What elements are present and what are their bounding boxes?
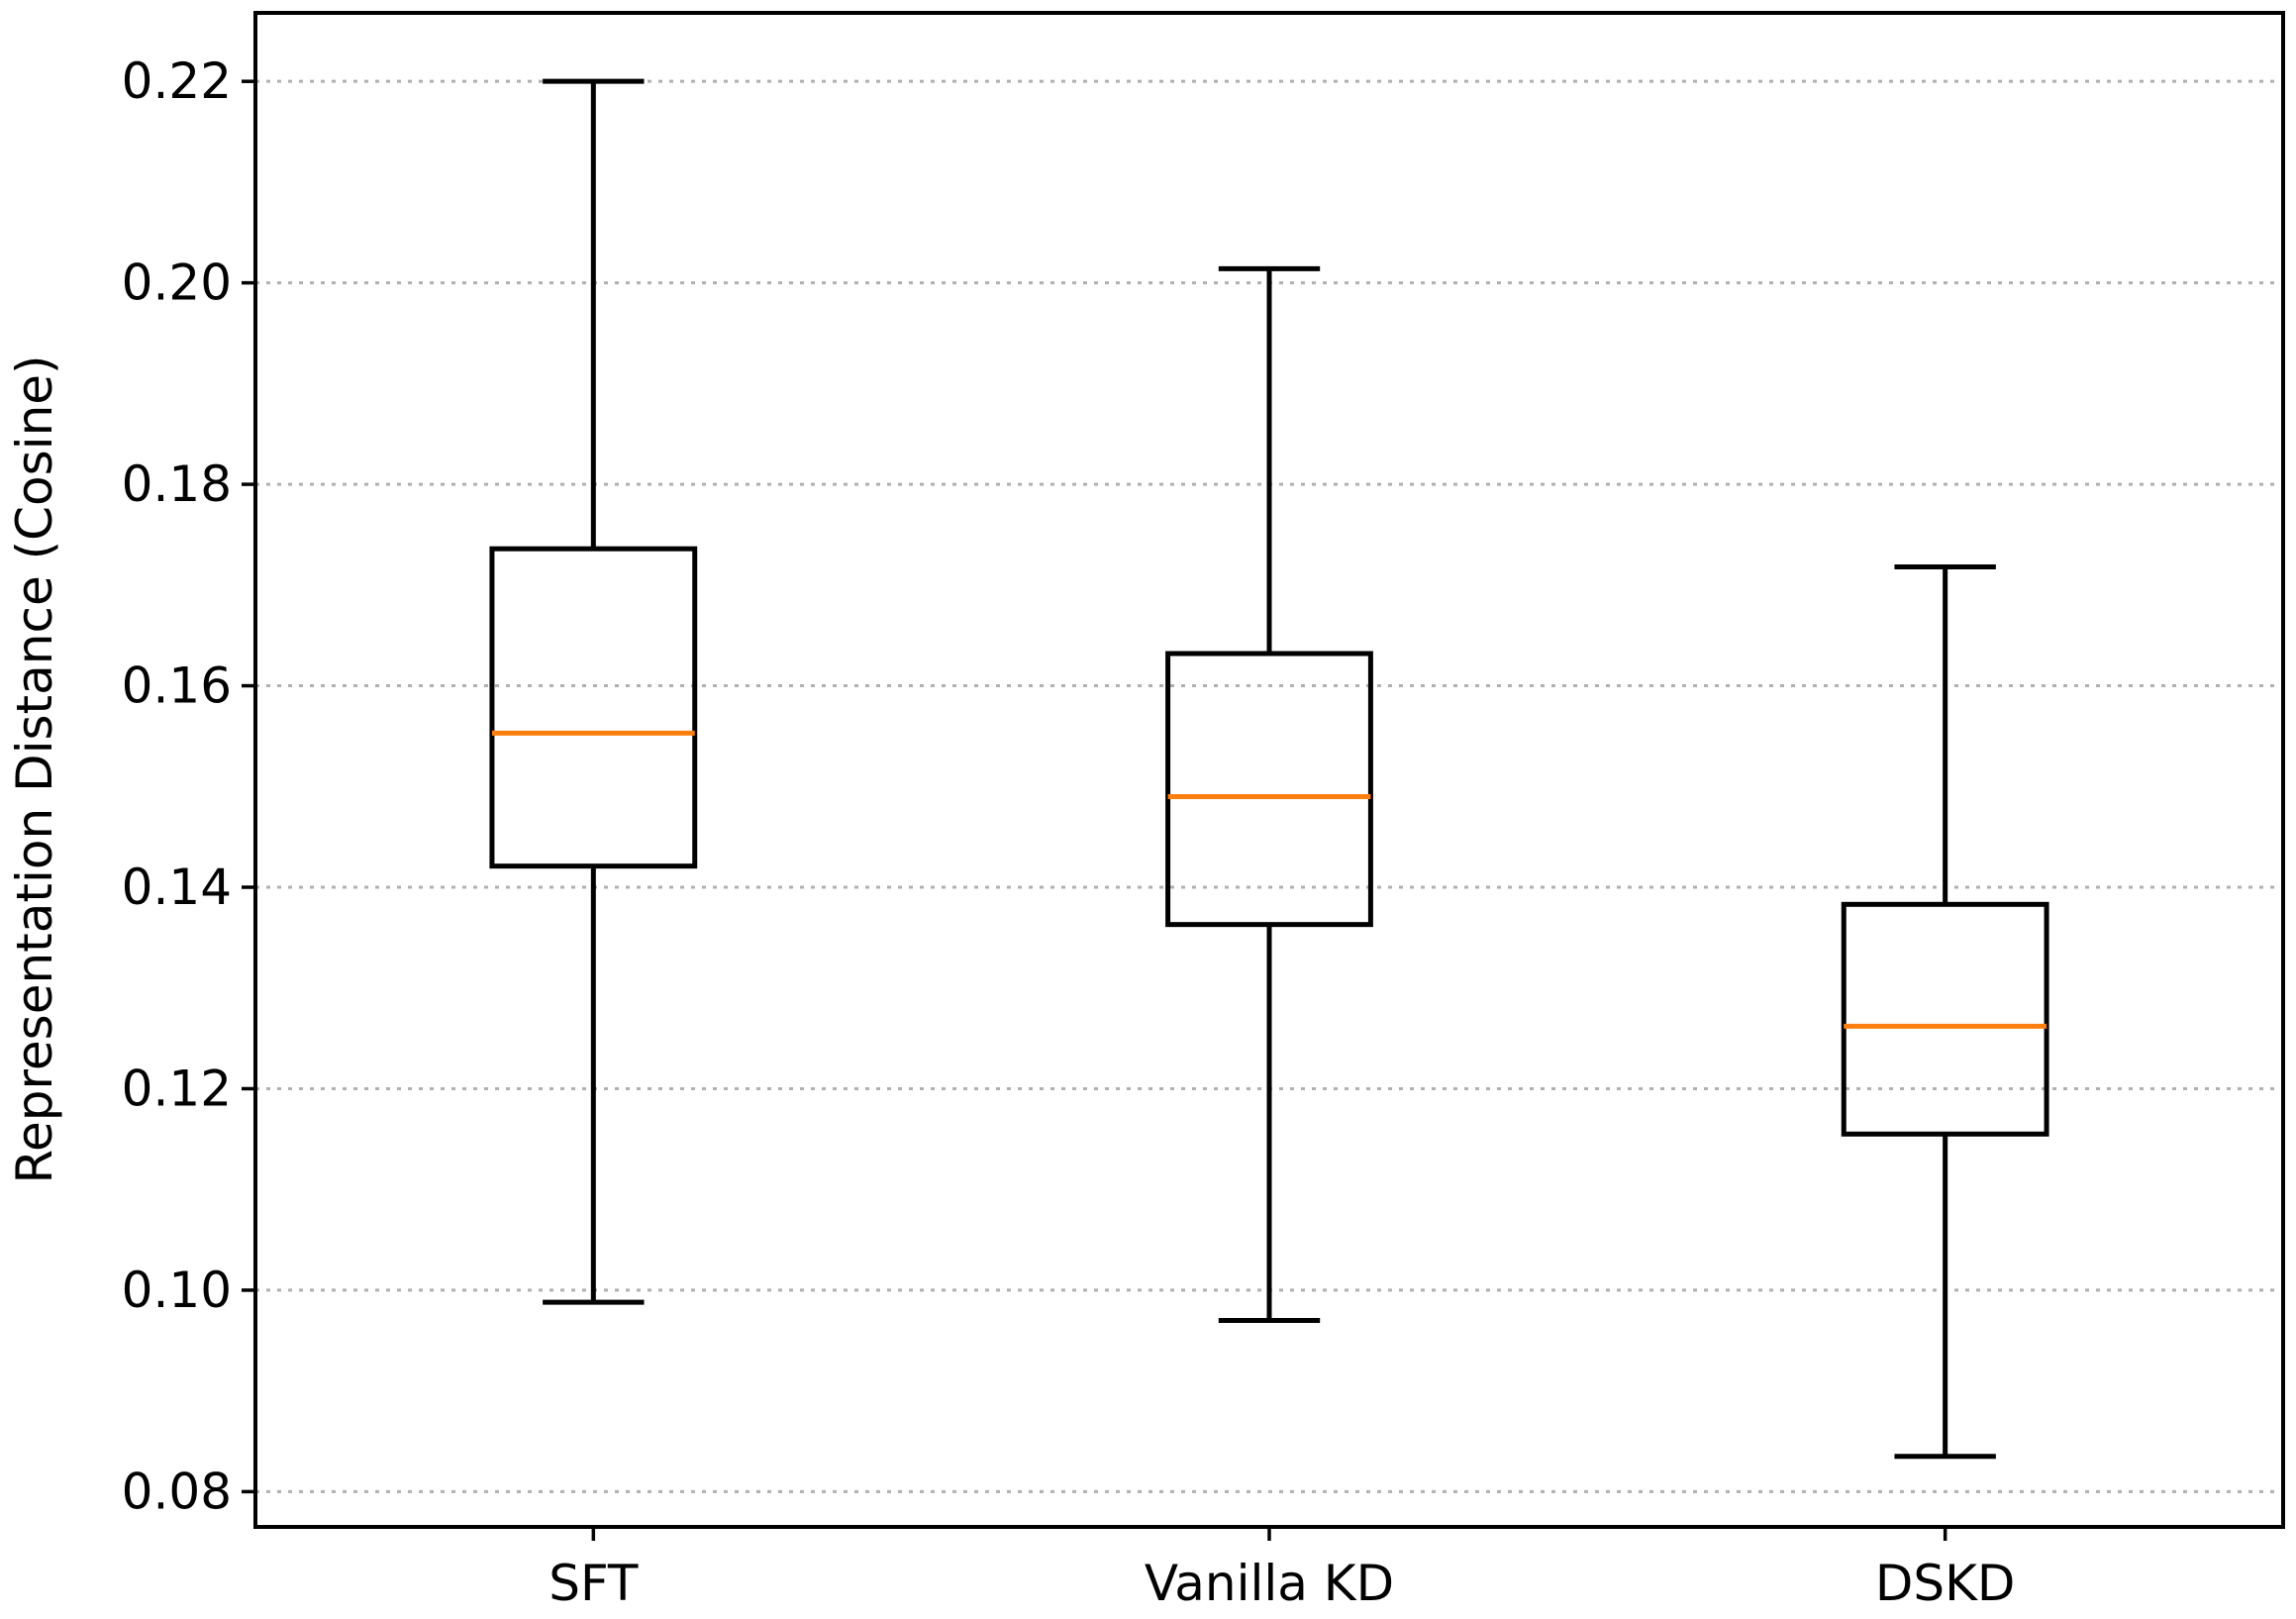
iqr-box [1165, 651, 1373, 928]
y-tick-label: 0.14 [122, 859, 232, 916]
x-tick-label: SFT [549, 1555, 639, 1612]
y-tick-label: 0.20 [122, 254, 232, 312]
y-tick-label: 0.10 [122, 1262, 232, 1319]
y-tick-label: 0.22 [122, 52, 232, 110]
y-tick-label: 0.16 [122, 658, 232, 715]
box-group-dskd [1841, 564, 2049, 1460]
iqr-box [489, 546, 698, 869]
x-axis-ticks: SFT Vanilla KD DSKD [549, 1527, 2015, 1612]
iqr-box [1841, 901, 2049, 1137]
y-tick-label: 0.08 [122, 1463, 232, 1520]
y-tick-label: 0.12 [122, 1060, 232, 1117]
box-plot-series [489, 78, 2049, 1460]
x-tick-label: Vanilla KD [1145, 1555, 1394, 1612]
box-group-sft [489, 78, 698, 1305]
box-group-vanilla-kd [1165, 265, 1373, 1323]
x-tick-label: DSKD [1875, 1555, 2016, 1612]
y-axis-title: Representation Distance (Cosine) [6, 354, 63, 1183]
y-axis-ticks: 0.08 0.10 0.12 0.14 0.16 0.18 0.20 0.22 [122, 52, 255, 1520]
y-tick-label: 0.18 [122, 455, 232, 513]
